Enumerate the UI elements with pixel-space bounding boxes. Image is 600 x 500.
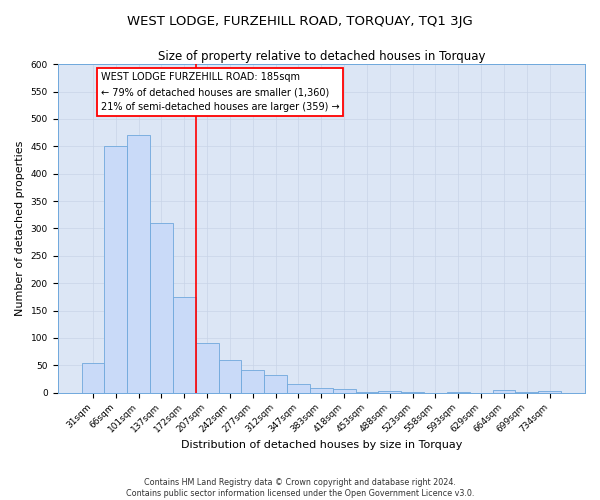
Text: Contains HM Land Registry data © Crown copyright and database right 2024.
Contai: Contains HM Land Registry data © Crown c…	[126, 478, 474, 498]
Bar	[264, 374, 287, 392]
Bar	[218, 360, 241, 392]
Bar	[241, 370, 264, 392]
Title: Size of property relative to detached houses in Torquay: Size of property relative to detached ho…	[158, 50, 485, 63]
Bar	[310, 388, 332, 392]
Bar	[332, 389, 356, 392]
Y-axis label: Number of detached properties: Number of detached properties	[15, 140, 25, 316]
Bar	[104, 146, 127, 392]
Bar	[538, 391, 561, 392]
Bar	[287, 384, 310, 392]
Bar	[196, 344, 218, 392]
Text: WEST LODGE, FURZEHILL ROAD, TORQUAY, TQ1 3JG: WEST LODGE, FURZEHILL ROAD, TORQUAY, TQ1…	[127, 15, 473, 28]
Bar	[379, 391, 401, 392]
Text: WEST LODGE FURZEHILL ROAD: 185sqm
← 79% of detached houses are smaller (1,360)
2: WEST LODGE FURZEHILL ROAD: 185sqm ← 79% …	[101, 72, 340, 112]
Bar	[82, 362, 104, 392]
Bar	[173, 297, 196, 392]
Bar	[127, 136, 150, 392]
X-axis label: Distribution of detached houses by size in Torquay: Distribution of detached houses by size …	[181, 440, 462, 450]
Bar	[150, 223, 173, 392]
Bar	[493, 390, 515, 392]
